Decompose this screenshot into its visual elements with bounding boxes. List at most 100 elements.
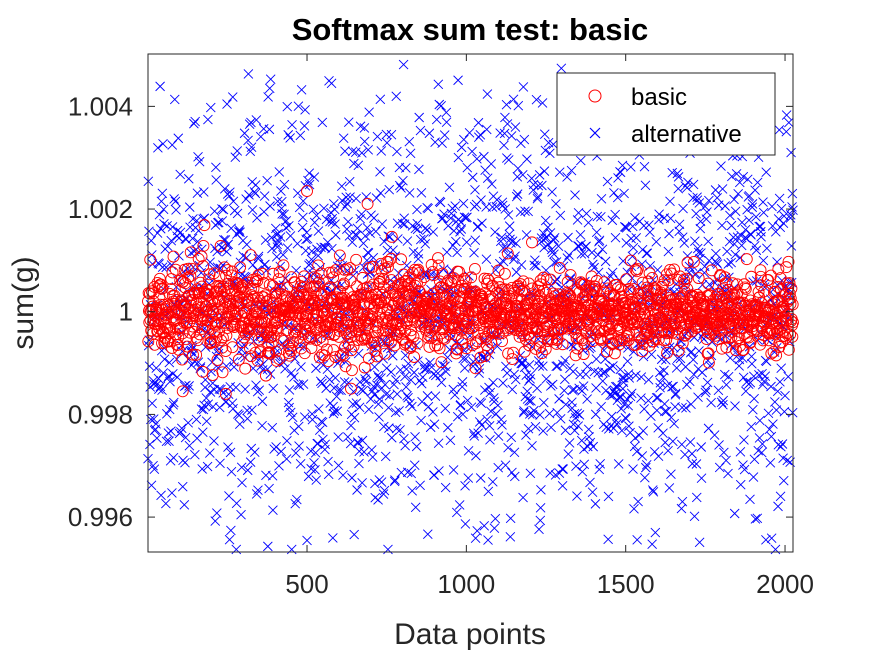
alternative-point (515, 350, 526, 361)
alternative-point (547, 379, 558, 390)
alternative-point (665, 196, 675, 207)
alternative-point (144, 361, 155, 372)
alternative-point (394, 406, 404, 416)
alternative-point (631, 233, 642, 243)
alternative-point (161, 408, 172, 419)
alternative-point (415, 480, 425, 491)
alternative-point (614, 392, 625, 402)
alternative-point (234, 227, 244, 237)
alternative-point (575, 230, 586, 240)
alternative-point (187, 233, 198, 244)
alternative-point (673, 172, 684, 182)
alternative-point (497, 420, 507, 430)
alternative-point (678, 203, 688, 214)
alternative-point (666, 412, 677, 423)
alternative-point (523, 423, 534, 434)
alternative-point (416, 187, 427, 198)
alternative-point (517, 169, 528, 180)
alternative-point (582, 394, 592, 404)
alternative-point (688, 179, 699, 190)
alternative-point (621, 223, 632, 233)
alternative-point (361, 376, 371, 387)
alternative-point (146, 480, 157, 491)
alternative-point (676, 439, 687, 450)
alternative-point (428, 369, 439, 379)
alternative-point (294, 202, 305, 213)
alternative-point (455, 227, 465, 237)
alternative-point (245, 457, 256, 467)
alternative-point (166, 426, 176, 437)
alternative-point (240, 384, 251, 394)
alternative-point (504, 221, 515, 231)
alternative-point (242, 405, 252, 416)
alternative-point (522, 154, 532, 164)
alternative-point (670, 389, 681, 400)
alternative-point (651, 236, 662, 247)
alternative-point (610, 232, 621, 243)
chart-title: Softmax sum test: basic (292, 12, 649, 47)
alternative-point (567, 385, 578, 395)
alternative-point (488, 393, 499, 403)
alternative-point (299, 121, 310, 131)
alternative-point (420, 223, 431, 233)
alternative-point (298, 212, 308, 223)
alternative-point (535, 410, 545, 420)
alternative-point (265, 201, 275, 211)
alternative-point (421, 364, 432, 374)
alternative-point (588, 441, 599, 452)
alternative-point (518, 82, 529, 92)
alternative-point (175, 169, 186, 180)
alternative-point (376, 477, 387, 487)
alternative-point (248, 260, 258, 270)
alternative-point (682, 251, 693, 261)
alternative-point (176, 423, 187, 434)
alternative-point (422, 225, 432, 236)
alternative-point (585, 437, 596, 448)
alternative-point (379, 485, 390, 496)
alternative-point (456, 224, 467, 234)
alternative-point (511, 238, 521, 249)
alternative-point (187, 340, 197, 351)
alternative-point (591, 354, 602, 364)
alternative-point (483, 535, 493, 545)
alternative-point (410, 502, 421, 513)
alternative-point (371, 380, 382, 390)
alternative-point (197, 427, 208, 437)
alternative-point (157, 262, 168, 273)
alternative-point (308, 204, 319, 215)
alternative-point (384, 423, 394, 433)
alternative-point (518, 492, 528, 503)
alternative-point (633, 496, 643, 507)
alternative-point (295, 458, 306, 469)
alternative-point (481, 124, 492, 135)
alternative-point (599, 345, 609, 356)
alternative-point (263, 541, 273, 552)
alternative-point (382, 137, 392, 148)
alternative-point (289, 372, 299, 382)
alternative-point (672, 168, 683, 179)
alternative-point (430, 391, 441, 402)
alternative-point (205, 448, 215, 458)
alternative-point (570, 190, 580, 200)
alternative-point (499, 128, 510, 139)
alternative-point (653, 451, 664, 462)
alternative-point (165, 376, 175, 387)
alternative-point (276, 446, 287, 457)
alternative-point (603, 491, 614, 502)
alternative-point (192, 188, 203, 199)
alternative-point (293, 421, 304, 432)
alternative-point (442, 247, 452, 258)
alternative-point (643, 374, 654, 385)
alternative-point (451, 236, 461, 247)
alternative-point (687, 458, 698, 469)
alternative-point (297, 222, 308, 233)
alternative-point (444, 182, 455, 193)
alternative-point (548, 139, 559, 150)
alternative-point (224, 534, 235, 545)
alternative-point (525, 468, 536, 479)
alternative-point (301, 227, 312, 238)
alternative-point (211, 351, 222, 362)
alternative-point (154, 384, 164, 395)
alternative-point (516, 260, 527, 270)
alternative-point (423, 203, 433, 214)
